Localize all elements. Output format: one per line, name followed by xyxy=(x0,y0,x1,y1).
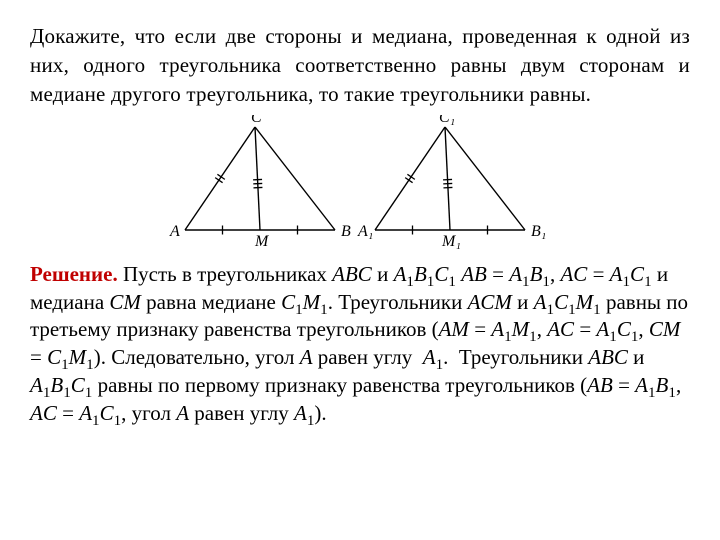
svg-text:C: C xyxy=(251,115,262,126)
svg-text:M: M xyxy=(254,233,270,250)
problem-statement: Докажите, что если две стороны и медиана… xyxy=(30,22,690,109)
figure-container: A B C M A₁ B₁ C₁ M₁ xyxy=(30,115,690,255)
svg-text:M₁: M₁ xyxy=(441,233,461,250)
solution-label: Решение. xyxy=(30,262,118,286)
solution-body: Пусть в треугольниках ABC и A1B1C1 AB = … xyxy=(30,262,688,425)
solution-block: Решение. Пусть в треугольниках ABC и A1B… xyxy=(30,261,690,427)
svg-text:B₁: B₁ xyxy=(531,223,546,240)
svg-text:B: B xyxy=(341,223,351,240)
svg-text:C₁: C₁ xyxy=(439,115,455,126)
svg-text:A₁: A₁ xyxy=(357,223,373,240)
svg-text:A: A xyxy=(169,223,180,240)
triangles-figure: A B C M A₁ B₁ C₁ M₁ xyxy=(160,115,560,255)
